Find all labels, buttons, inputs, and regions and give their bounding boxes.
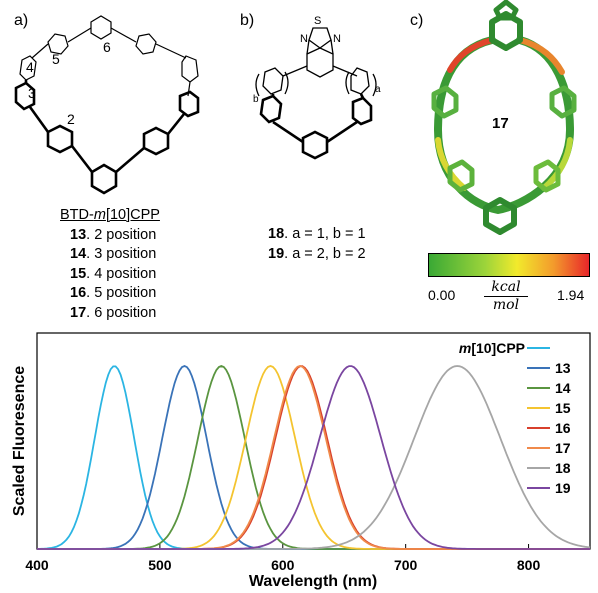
legend-label: 17: [555, 440, 571, 456]
legend-label: 18: [555, 460, 571, 476]
compound-14-row: 14. 3 position: [70, 246, 157, 262]
x-tick-label: 500: [148, 557, 172, 573]
unit-numerator: kcal: [484, 279, 528, 297]
legend-label: 15: [555, 400, 571, 416]
atom-s: S: [314, 15, 321, 27]
model-compound-label: 17: [492, 115, 509, 132]
x-axis-label: Wavelength (nm): [249, 573, 377, 590]
ring-number-5: 5: [52, 51, 60, 67]
panel-a-structure: 4 3 2 5 6: [14, 15, 200, 195]
x-tick-label: 400: [25, 557, 49, 573]
panel-b-compound-list: 18. a = 1, b = 1 19. a = 2, b = 2: [268, 225, 366, 264]
panel-c-label: c): [410, 12, 424, 29]
plot-frame: [36, 332, 591, 550]
legend-label: 16: [555, 420, 571, 436]
chart-legend: m[10]CPP 13 14 15 16 17 18 19: [459, 340, 571, 496]
legend-label: 13: [555, 360, 571, 376]
series-line-19: [37, 365, 590, 550]
panel-b-label: b): [240, 12, 255, 29]
compound-15-row: 15. 4 position: [70, 265, 157, 282]
atom-n-right: N: [333, 33, 341, 45]
ring-number-4: 4: [26, 59, 34, 75]
panel-c-strain-model: 17: [431, 0, 577, 235]
energy-colorbar: [428, 253, 590, 277]
x-tick-label: 600: [271, 557, 295, 573]
compound-17-row: 17. 6 position: [70, 304, 157, 321]
x-tick-label: 800: [517, 557, 541, 573]
colorbar-unit: kcal mol: [484, 279, 528, 314]
ring-number-6: 6: [103, 39, 111, 55]
x-axis-ticks: 400 500 600 700 800: [25, 544, 540, 573]
compound-18-row: 18. a = 1, b = 1: [268, 226, 366, 242]
legend-label: 14: [555, 380, 571, 396]
legend-label: m[10]CPP: [459, 340, 525, 356]
ring-number-2: 2: [67, 111, 75, 127]
atom-n-left: N: [300, 33, 308, 45]
emission-curves: [37, 365, 591, 550]
compound-19-row: 19. a = 2, b = 2: [268, 245, 366, 262]
panel-b-structure: S N N a b: [253, 15, 381, 160]
repeat-label-a: a: [375, 84, 381, 95]
x-tick-label: 700: [394, 557, 418, 573]
colorbar-max-label: 1.94: [557, 287, 585, 303]
panel-a-label: a): [14, 12, 29, 29]
legend-label: 19: [555, 480, 571, 496]
colorbar-min-label: 0.00: [428, 287, 456, 303]
compound-series-title: BTD-m[10]CPP: [60, 207, 160, 223]
compound-13-row: 13. 2 position: [70, 226, 157, 243]
unit-denominator: mol: [492, 297, 520, 313]
compound-16-row: 16. 5 position: [70, 285, 157, 301]
y-axis-label: Scaled Fluoresence: [11, 366, 28, 516]
repeat-label-b: b: [253, 94, 259, 105]
ring-number-3: 3: [28, 85, 36, 101]
panel-a-compound-list: BTD-m[10]CPP 13. 2 position 14. 3 positi…: [60, 206, 210, 323]
